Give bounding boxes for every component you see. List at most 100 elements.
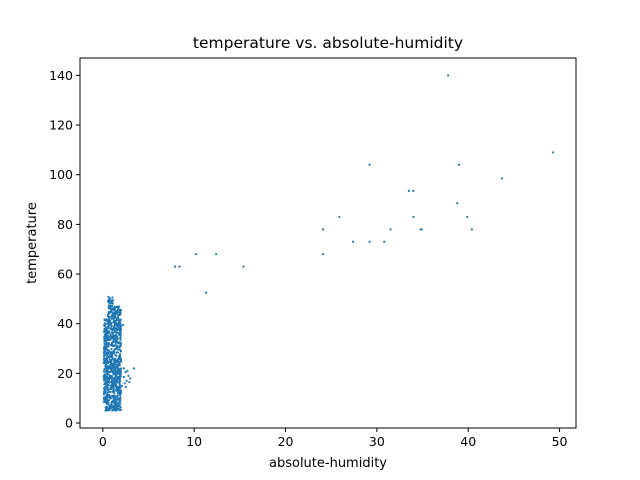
- data-point: [117, 392, 120, 395]
- cluster-point: [107, 321, 111, 324]
- cluster-point: [113, 348, 116, 351]
- cluster-point: [110, 381, 114, 384]
- cluster-point: [117, 315, 120, 318]
- cluster-point: [112, 339, 115, 342]
- y-tick-label: 60: [57, 267, 73, 282]
- cluster-point: [107, 299, 110, 302]
- cluster-point: [117, 368, 120, 371]
- y-tick-label: 140: [49, 68, 73, 83]
- cluster-point: [106, 315, 110, 318]
- cluster-point: [112, 399, 115, 402]
- cluster-point: [110, 377, 113, 380]
- cluster-point: [112, 325, 116, 328]
- cluster-point: [110, 337, 113, 340]
- cluster-point: [102, 352, 106, 355]
- cluster-point: [116, 378, 119, 381]
- data-point: [352, 240, 355, 243]
- cluster-point: [105, 318, 108, 321]
- cluster-point: [119, 318, 122, 321]
- cluster-point: [112, 388, 115, 391]
- cluster-point: [107, 353, 110, 356]
- axes-frame: [79, 57, 577, 429]
- cluster-point: [110, 375, 114, 378]
- y-tick-label: 40: [57, 316, 73, 331]
- cluster-point: [105, 373, 108, 376]
- data-point: [123, 382, 126, 385]
- cluster-point: [107, 395, 110, 398]
- cluster-point: [104, 370, 107, 373]
- data-point: [120, 389, 123, 392]
- cluster-point: [104, 396, 108, 399]
- cluster-point: [104, 390, 107, 393]
- cluster-point: [115, 365, 118, 368]
- cluster-point: [118, 353, 122, 356]
- cluster-point: [117, 371, 120, 374]
- cluster-point: [104, 385, 107, 389]
- x-tick-label: 20: [278, 434, 294, 449]
- cluster-point: [114, 359, 117, 362]
- x-tick-label: 30: [369, 434, 385, 449]
- cluster-point: [113, 401, 117, 404]
- cluster-point: [104, 364, 107, 367]
- y-tick-label: 120: [49, 118, 73, 133]
- cluster-point: [119, 392, 123, 395]
- cluster-point: [107, 295, 110, 298]
- cluster-point: [103, 368, 106, 371]
- cluster-point: [115, 406, 118, 409]
- cluster-point: [102, 375, 106, 378]
- cluster-point: [115, 384, 118, 387]
- cluster-point: [103, 335, 106, 338]
- cluster-point: [119, 345, 122, 348]
- cluster-point: [118, 389, 121, 392]
- cluster-point: [116, 306, 120, 309]
- cluster-point: [106, 377, 109, 380]
- cluster-point: [104, 362, 107, 365]
- cluster-point: [105, 332, 108, 335]
- cluster-point: [107, 330, 110, 333]
- x-tick-label: 50: [552, 434, 568, 449]
- cluster-point: [111, 302, 114, 305]
- cluster-point: [109, 322, 113, 325]
- chart-title: temperature vs. absolute-humidity: [193, 34, 463, 52]
- cluster-point: [106, 336, 109, 339]
- cluster-point: [114, 396, 117, 399]
- cluster-point: [103, 322, 106, 325]
- cluster-point: [110, 348, 113, 351]
- cluster-point: [112, 382, 115, 385]
- cluster-point: [115, 323, 118, 326]
- data-point: [321, 253, 325, 256]
- cluster-point: [111, 343, 114, 346]
- cluster-point: [109, 367, 112, 371]
- cluster-point: [114, 341, 117, 345]
- cluster-point: [107, 360, 110, 363]
- data-point: [470, 228, 473, 231]
- cluster-point: [111, 384, 114, 388]
- cluster-point: [114, 321, 117, 324]
- data-point: [204, 291, 208, 294]
- cluster-point: [119, 373, 122, 376]
- cluster-point: [111, 371, 115, 375]
- cluster-point: [119, 399, 122, 402]
- data-point: [321, 228, 325, 231]
- data-point: [126, 369, 129, 372]
- cluster-point: [112, 352, 115, 355]
- cluster-point: [118, 383, 121, 386]
- cluster-point: [113, 392, 116, 395]
- cluster-point: [112, 366, 116, 369]
- cluster-point: [116, 328, 119, 331]
- data-point: [178, 265, 181, 268]
- cluster-point: [105, 371, 108, 374]
- cluster-point: [108, 356, 111, 359]
- x-tick-label: 40: [460, 434, 476, 449]
- cluster-point: [106, 348, 109, 351]
- data-point: [132, 367, 135, 370]
- x-tick-label: 10: [186, 434, 202, 449]
- data-point: [456, 202, 459, 205]
- cluster-point: [103, 325, 107, 328]
- cluster-point: [108, 396, 112, 400]
- cluster-point: [106, 381, 109, 384]
- cluster-point: [103, 340, 106, 343]
- plot-area: 0 10 20 30 40 50 0 20 40 60 80 100 120 140: [49, 57, 577, 449]
- cluster-point: [109, 366, 112, 369]
- cluster-point: [119, 329, 122, 332]
